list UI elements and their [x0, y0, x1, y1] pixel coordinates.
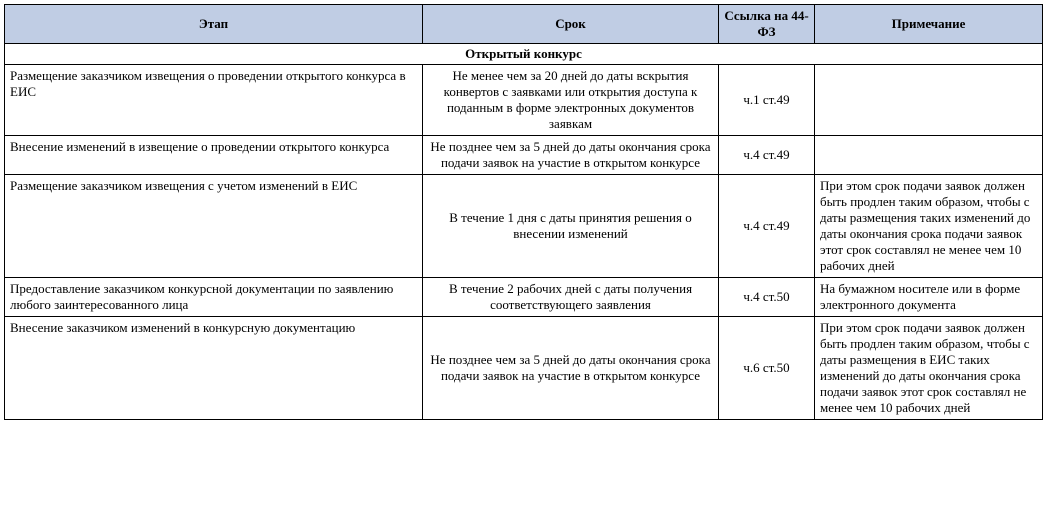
- cell-ref: ч.4 ст.50: [719, 278, 815, 317]
- cell-stage: Размещение заказчиком извещения о провед…: [5, 65, 423, 136]
- procurement-stages-table: Этап Срок Ссылка на 44-ФЗ Примечание Отк…: [4, 4, 1043, 420]
- cell-stage: Размещение заказчиком извещения с учетом…: [5, 175, 423, 278]
- table-row: Размещение заказчиком извещения с учетом…: [5, 175, 1043, 278]
- cell-note: При этом срок подачи заявок должен быть …: [815, 317, 1043, 420]
- cell-srok: Не позднее чем за 5 дней до даты окончан…: [423, 317, 719, 420]
- col-header-note: Примечание: [815, 5, 1043, 44]
- table-row: Размещение заказчиком извещения о провед…: [5, 65, 1043, 136]
- cell-ref: ч.4 ст.49: [719, 175, 815, 278]
- cell-srok: В течение 2 рабочих дней с даты получени…: [423, 278, 719, 317]
- section-row: Открытый конкурс: [5, 44, 1043, 65]
- section-title: Открытый конкурс: [5, 44, 1043, 65]
- cell-ref: ч.4 ст.49: [719, 136, 815, 175]
- cell-ref: ч.1 ст.49: [719, 65, 815, 136]
- col-header-ref: Ссылка на 44-ФЗ: [719, 5, 815, 44]
- table-row: Предоставление заказчиком конкурсной док…: [5, 278, 1043, 317]
- cell-ref: ч.6 ст.50: [719, 317, 815, 420]
- table-header: Этап Срок Ссылка на 44-ФЗ Примечание: [5, 5, 1043, 44]
- cell-stage: Предоставление заказчиком конкурсной док…: [5, 278, 423, 317]
- col-header-stage: Этап: [5, 5, 423, 44]
- cell-note: На бумажном носителе или в форме электро…: [815, 278, 1043, 317]
- cell-srok: Не менее чем за 20 дней до даты вскрытия…: [423, 65, 719, 136]
- cell-srok: Не позднее чем за 5 дней до даты окончан…: [423, 136, 719, 175]
- cell-stage: Внесение заказчиком изменений в конкурсн…: [5, 317, 423, 420]
- cell-srok: В течение 1 дня с даты принятия решения …: [423, 175, 719, 278]
- table-row: Внесение изменений в извещение о проведе…: [5, 136, 1043, 175]
- cell-note: При этом срок подачи заявок должен быть …: [815, 175, 1043, 278]
- cell-stage: Внесение изменений в извещение о проведе…: [5, 136, 423, 175]
- cell-note: [815, 136, 1043, 175]
- col-header-srok: Срок: [423, 5, 719, 44]
- cell-note: [815, 65, 1043, 136]
- table-row: Внесение заказчиком изменений в конкурсн…: [5, 317, 1043, 420]
